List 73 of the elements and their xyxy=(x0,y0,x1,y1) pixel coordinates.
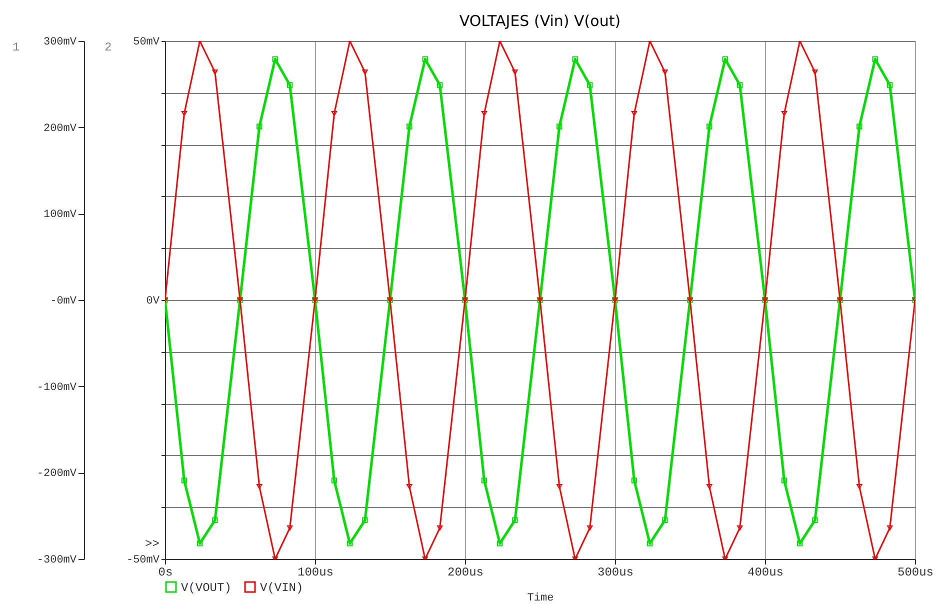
point xyxy=(272,56,278,62)
point xyxy=(722,56,728,62)
point xyxy=(481,478,488,484)
point xyxy=(286,525,293,530)
point xyxy=(362,517,368,523)
point xyxy=(706,484,712,490)
x-tick-label: 400us xyxy=(747,566,784,580)
text: >> xyxy=(145,537,160,551)
chart-title: VOLTAJES (Vin) V(out) xyxy=(459,12,621,30)
y-tick-label: -100mV xyxy=(36,382,77,394)
point xyxy=(212,517,218,523)
point xyxy=(181,478,188,484)
point xyxy=(706,124,712,130)
point xyxy=(181,110,188,116)
point xyxy=(872,56,878,62)
y-tick-label: 100mV xyxy=(43,209,77,222)
point xyxy=(212,70,218,75)
point xyxy=(631,478,638,484)
point xyxy=(586,82,593,88)
point xyxy=(812,70,818,75)
point xyxy=(512,70,518,75)
point xyxy=(886,82,893,88)
point xyxy=(422,56,428,62)
point xyxy=(436,82,443,88)
legend-label: V(VIN) xyxy=(260,581,304,595)
point xyxy=(736,82,743,88)
y2-axis-title: 2 xyxy=(104,40,112,54)
y2-tick-label: -50mV xyxy=(126,554,160,566)
point xyxy=(736,525,743,530)
point xyxy=(436,525,443,530)
point xyxy=(256,124,262,130)
y-tick-label: 300mV xyxy=(43,36,77,48)
x-tick-label: 300us xyxy=(597,566,634,580)
point xyxy=(481,110,488,116)
x-axis-title: Time xyxy=(527,592,554,604)
y-tick-label: -300mV xyxy=(36,554,77,566)
point xyxy=(781,110,788,116)
point xyxy=(886,525,893,530)
point xyxy=(781,478,788,484)
point xyxy=(331,478,338,484)
point xyxy=(286,82,293,88)
point xyxy=(812,517,818,523)
point xyxy=(662,70,668,75)
x-tick-label: 0s xyxy=(158,566,173,580)
point xyxy=(362,70,368,75)
y-tick-label: -0mV xyxy=(50,296,77,308)
point xyxy=(572,56,578,62)
point xyxy=(331,110,338,116)
x-tick-label: 500us xyxy=(897,566,934,580)
point xyxy=(662,517,668,523)
point xyxy=(406,124,412,130)
point xyxy=(556,484,562,490)
x-tick-label: 100us xyxy=(297,566,334,580)
point xyxy=(586,525,593,530)
point xyxy=(496,540,503,546)
y2-tick-label: 50mV xyxy=(133,36,160,48)
point xyxy=(346,540,353,546)
point xyxy=(256,484,262,490)
point xyxy=(196,540,203,546)
y2-tick-label: 0V xyxy=(146,296,160,308)
x-tick-label: 200us xyxy=(447,566,484,580)
y-tick-label: 200mV xyxy=(43,122,77,135)
point xyxy=(556,124,562,130)
point xyxy=(646,540,653,546)
legend-label: V(VOUT) xyxy=(181,581,232,595)
point xyxy=(856,484,862,490)
y-axis-title: 1 xyxy=(12,40,20,54)
y-tick-label: -200mV xyxy=(36,468,77,480)
point xyxy=(631,110,638,116)
point xyxy=(796,540,803,546)
point xyxy=(406,484,412,490)
point xyxy=(856,124,862,130)
point xyxy=(512,517,518,523)
